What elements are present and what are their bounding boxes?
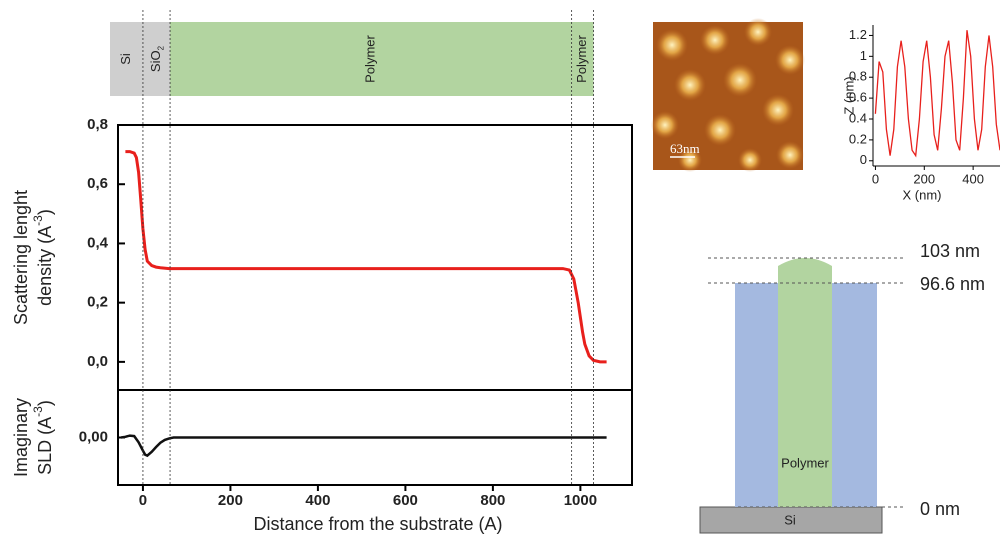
y-tick-label: 0,2 [87, 294, 108, 311]
y-axis-label-sup: -3 [31, 215, 45, 226]
y-tick-label: 0 [860, 152, 867, 167]
level-label: 0 nm [920, 499, 960, 519]
plot-frame [117, 124, 633, 391]
level-label: 103 nm [920, 241, 980, 261]
panel: 0,0 0,2 0,4 0,6 0,8 Scattering lenght density … [11, 116, 633, 391]
x-tick-label: 400 [962, 171, 984, 186]
y-axis-label: Z (nm) [841, 76, 856, 114]
x-tick-label: 0 [139, 492, 147, 509]
y-tick-label: 0,4 [87, 234, 109, 251]
panel: 0 0.2 0.4 0.6 0.8 1 1.2 0 200 400 Z (nm) X (nm) [841, 25, 1000, 202]
level-label: 96.6 nm [920, 274, 985, 294]
y-axis-label-sup: -3 [31, 406, 45, 417]
x-tick-label: 600 [393, 492, 418, 509]
x-axis-label: Distance from the substrate (A) [253, 514, 502, 534]
x-tick-label: 800 [480, 492, 505, 509]
y-tick-label: 0.2 [849, 131, 867, 146]
data-line [120, 434, 607, 458]
layer [110, 22, 143, 96]
y-tick-label: 0.4 [849, 110, 867, 125]
y-axis-label-text: density (A [35, 226, 55, 306]
layer [170, 22, 572, 96]
data-line [874, 30, 1000, 158]
x-tick-label: 200 [218, 492, 243, 509]
y-tick-label: 0,00 [79, 428, 108, 445]
x-tick-label: 0 [872, 171, 879, 186]
scale-label: 63nm [670, 141, 700, 156]
y-axis-label: density (A-3) [31, 209, 55, 306]
y-axis-label: Imaginary [11, 398, 31, 477]
x-axis-label: X (nm) [903, 187, 942, 202]
layer-subscript: 2 [156, 45, 165, 50]
panel: 0,00 0 200 400 600 800 1000 Imaginary SLD (A-3) D… [11, 389, 633, 534]
y-axis-label-text: SLD (A [35, 417, 55, 475]
data-line [125, 150, 607, 364]
layer-label: Polymer [362, 34, 377, 82]
layer-label: Polymer [574, 34, 589, 82]
si-label: Si [784, 512, 796, 527]
y-tick-label: 0.6 [849, 90, 867, 105]
layer [142, 22, 171, 96]
y-tick-label: 1.2 [849, 27, 867, 42]
polymer-label: Polymer [781, 455, 829, 470]
y-tick-label: 0,8 [87, 116, 108, 133]
y-tick-label: 0,6 [87, 175, 108, 192]
x-tick-label: 200 [913, 171, 935, 186]
layer-label: SiO2 [148, 45, 165, 72]
diagram: 103 nm 96.6 nm 0 nm Polymer Si [699, 241, 985, 534]
y-axis-label-text: ) [35, 209, 55, 215]
y-tick-label: 0,0 [87, 353, 108, 370]
y-tick-label: 1 [860, 48, 867, 63]
x-tick-label: 1000 [564, 492, 597, 509]
y-axis-label-text: ) [35, 400, 55, 406]
y-tick-label: 0.8 [849, 69, 867, 84]
layer-label: Si [118, 53, 133, 65]
layer [571, 22, 594, 96]
y-axis-label: SLD (A-3) [31, 400, 55, 475]
y-axis-label: Scattering lenght [11, 190, 31, 325]
x-tick-label: 400 [305, 492, 330, 509]
afm-image: 63nm [651, 18, 805, 172]
